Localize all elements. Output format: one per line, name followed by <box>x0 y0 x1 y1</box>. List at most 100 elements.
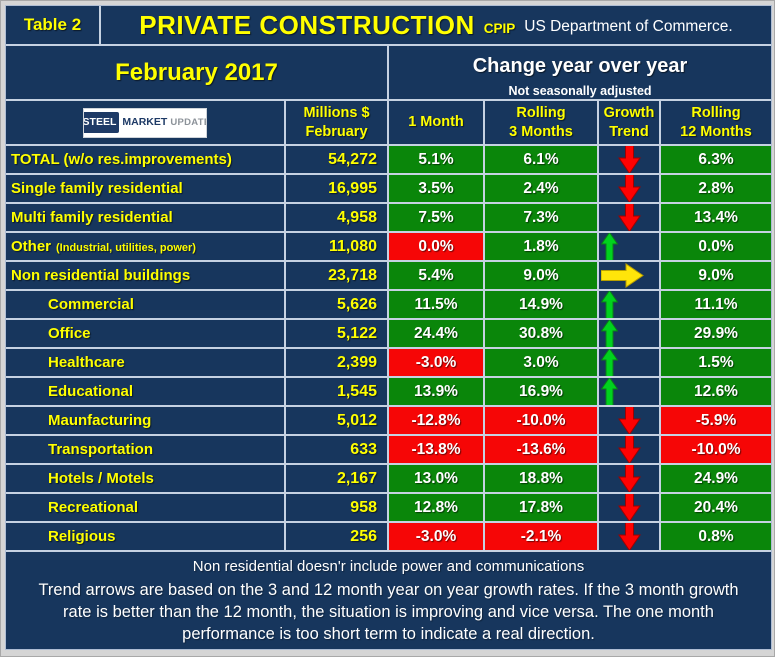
rolling-3-months-cell: 6.1% <box>485 146 599 175</box>
row-label-cell: Multi family residential <box>6 204 286 233</box>
one-month-cell: 12.8% <box>389 494 485 523</box>
rolling-3-months-cell: 18.8% <box>485 465 599 494</box>
one-month-cell: 3.5% <box>389 175 485 204</box>
column-header-rolling-12-months: Rolling 12 Months <box>661 101 771 146</box>
rolling-12-months-cell: 0.8% <box>661 523 771 552</box>
one-month-cell: -3.0% <box>389 523 485 552</box>
rolling-12-months-cell: 20.4% <box>661 494 771 523</box>
rolling-3-months-cell: 30.8% <box>485 320 599 349</box>
millions-cell: 11,080 <box>286 233 389 262</box>
growth-trend-cell <box>599 523 661 552</box>
rolling-12-months-cell: 6.3% <box>661 146 771 175</box>
trend-down-icon <box>617 465 641 492</box>
table-number-label: Table 2 <box>6 6 101 44</box>
trend-up-icon <box>601 378 618 405</box>
rolling-3-months-cell: 1.8% <box>485 233 599 262</box>
growth-trend-cell <box>599 175 661 204</box>
trend-down-icon <box>617 175 641 202</box>
logo-box: STEEL MARKET UPDATE <box>83 107 207 138</box>
footnote-power: Non residential doesn'r include power an… <box>192 558 585 575</box>
millions-cell: 16,995 <box>286 175 389 204</box>
rolling-12-months-cell: 29.9% <box>661 320 771 349</box>
trend-down-icon <box>617 146 641 173</box>
growth-trend-cell <box>599 349 661 378</box>
one-month-cell: 13.9% <box>389 378 485 407</box>
row-label-cell: Maunfacturing <box>6 407 286 436</box>
growth-trend-cell <box>599 407 661 436</box>
rolling-12-months-cell: 24.9% <box>661 465 771 494</box>
millions-cell: 1,545 <box>286 378 389 407</box>
growth-trend-cell <box>599 320 661 349</box>
millions-cell: 2,399 <box>286 349 389 378</box>
millions-cell: 2,167 <box>286 465 389 494</box>
change-header: Change year over year Not seasonally adj… <box>389 46 771 99</box>
growth-trend-cell <box>599 262 661 291</box>
one-month-cell: 13.0% <box>389 465 485 494</box>
millions-cell: 5,122 <box>286 320 389 349</box>
millions-cell: 256 <box>286 523 389 552</box>
row-label-cell: Commercial <box>6 291 286 320</box>
title-text: PRIVATE CONSTRUCTION <box>139 9 475 40</box>
millions-cell: 4,958 <box>286 204 389 233</box>
row-label-cell: Recreational <box>6 494 286 523</box>
rolling-3-months-cell: 2.4% <box>485 175 599 204</box>
millions-cell: 23,718 <box>286 262 389 291</box>
growth-trend-cell <box>599 378 661 407</box>
rolling-3-months-cell: 14.9% <box>485 291 599 320</box>
rolling-12-months-cell: 13.4% <box>661 204 771 233</box>
trend-up-icon <box>601 349 618 376</box>
growth-trend-cell <box>599 291 661 320</box>
title-row: Table 2 PRIVATE CONSTRUCTION CPIP US Dep… <box>6 6 771 46</box>
page-title: PRIVATE CONSTRUCTION CPIP US Department … <box>101 6 771 44</box>
private-construction-table: Table 2 PRIVATE CONSTRUCTION CPIP US Dep… <box>6 6 771 649</box>
rolling-3-months-cell: -13.6% <box>485 436 599 465</box>
rolling-3-months-cell: -10.0% <box>485 407 599 436</box>
rolling-12-months-cell: -10.0% <box>661 436 771 465</box>
change-title: Change year over year <box>472 55 688 77</box>
row-label-cell: Non residential buildings <box>6 262 286 291</box>
trend-up-icon <box>601 291 618 318</box>
one-month-cell: -13.8% <box>389 436 485 465</box>
millions-cell: 5,626 <box>286 291 389 320</box>
row-label-cell: Other (Industrial, utilities, power) <box>6 233 286 262</box>
period-label: February 2017 <box>6 46 389 99</box>
growth-trend-cell <box>599 436 661 465</box>
rolling-12-months-cell: 9.0% <box>661 262 771 291</box>
one-month-cell: 7.5% <box>389 204 485 233</box>
cpip-label: CPIP <box>483 20 516 36</box>
column-header-1-month: 1 Month <box>389 101 485 146</box>
growth-trend-cell <box>599 494 661 523</box>
one-month-cell: -12.8% <box>389 407 485 436</box>
rolling-12-months-cell: 0.0% <box>661 233 771 262</box>
rolling-3-months-cell: 9.0% <box>485 262 599 291</box>
row-label-cell: Healthcare <box>6 349 286 378</box>
row-label-cell: Single family residential <box>6 175 286 204</box>
one-month-cell: -3.0% <box>389 349 485 378</box>
growth-trend-cell <box>599 233 661 262</box>
source-label: US Department of Commerce. <box>524 18 733 35</box>
one-month-cell: 0.0% <box>389 233 485 262</box>
row-label-cell: Office <box>6 320 286 349</box>
trend-up-icon <box>601 233 618 260</box>
row-label-cell: Educational <box>6 378 286 407</box>
period-row: February 2017 Change year over year Not … <box>6 46 771 101</box>
trend-down-icon <box>617 494 641 521</box>
rolling-12-months-cell: -5.9% <box>661 407 771 436</box>
rolling-3-months-cell: -2.1% <box>485 523 599 552</box>
trend-down-icon <box>617 523 641 550</box>
millions-cell: 54,272 <box>286 146 389 175</box>
trend-right-icon <box>601 263 644 288</box>
row-label-cell: Hotels / Motels <box>6 465 286 494</box>
logo-market-text: MARKET <box>122 116 168 128</box>
footnote-trend-explanation: Trend arrows are based on the 3 and 12 m… <box>38 581 739 643</box>
millions-cell: 958 <box>286 494 389 523</box>
trend-up-icon <box>601 320 618 347</box>
footnotes: Non residential doesn'r include power an… <box>6 552 771 649</box>
one-month-cell: 24.4% <box>389 320 485 349</box>
millions-cell: 633 <box>286 436 389 465</box>
growth-trend-cell <box>599 465 661 494</box>
seasonal-note: Not seasonally adjusted <box>508 84 652 98</box>
rolling-12-months-cell: 1.5% <box>661 349 771 378</box>
row-label-cell: TOTAL (w/o res.improvements) <box>6 146 286 175</box>
